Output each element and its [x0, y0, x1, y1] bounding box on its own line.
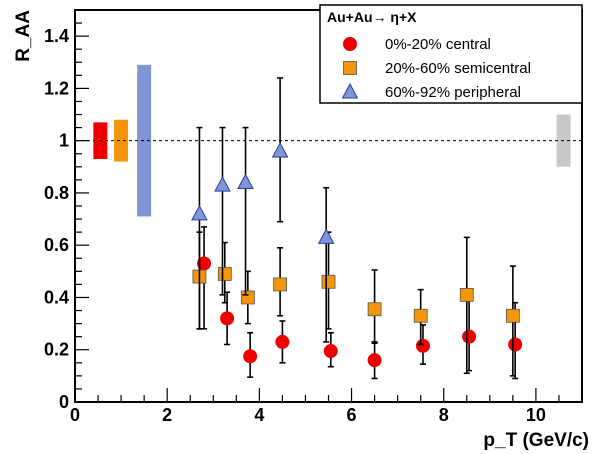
legend-label-20-60-semicentral: 20%-60% semicentral — [385, 60, 531, 77]
legend-marker-0-20-central — [343, 37, 357, 51]
x-tick-label: 4 — [254, 405, 264, 425]
series-20-60-semicentral — [192, 231, 520, 377]
x-tick-label: 10 — [526, 405, 546, 425]
y-tick-label: 0.8 — [44, 183, 69, 203]
0-20-central-point — [323, 344, 338, 359]
20-60-semicentral-point — [367, 302, 382, 317]
y-tick-label: 0.4 — [44, 287, 69, 307]
normalization-box-2 — [114, 119, 129, 162]
legend-box — [319, 4, 583, 104]
0-20-central-point — [462, 329, 477, 344]
20-60-semicentral-point — [217, 267, 232, 281]
y-axis-title: R_AA — [13, 10, 34, 62]
legend-title: Au+Au→ η+X — [327, 9, 417, 25]
y-tick-label: 0.6 — [44, 235, 69, 255]
60-92-peripheral-point — [237, 173, 254, 189]
20-60-semicentral-point — [273, 277, 288, 292]
20-60-semicentral-point — [459, 287, 474, 302]
0-20-central-point — [508, 337, 523, 352]
data-series — [191, 77, 523, 380]
legend-entries: 0%-20% central 20%-60% semicentral 60%-92%… — [341, 36, 531, 101]
60-92-peripheral-point — [317, 228, 335, 244]
series-60-92-peripheral — [191, 77, 335, 343]
0-20-central-point — [243, 349, 258, 364]
series-0-20-central — [197, 226, 523, 380]
axes: 0 0.2 0.4 0.6 0.8 1 1.2 1.4 0 2 4 6 8 10 — [44, 9, 583, 425]
x-tick-label: 6 — [347, 405, 357, 425]
60-92-peripheral-point — [214, 176, 231, 192]
y-tick-label: 0 — [59, 392, 69, 412]
0-20-central-point — [275, 334, 290, 349]
x-tick-label: 2 — [162, 405, 172, 425]
20-60-semicentral-point — [413, 308, 428, 323]
legend-marker-60-92-peripheral — [341, 82, 359, 99]
y-tick-label: 1 — [59, 131, 69, 151]
normalization-box-3 — [137, 64, 152, 217]
0-20-central-point — [220, 311, 235, 326]
0-20-central-point — [415, 338, 430, 353]
20-60-semicentral-point — [321, 274, 336, 289]
legend-marker-20-60-semicentral — [343, 61, 357, 75]
0-20-central-point — [367, 353, 382, 368]
legend: Au+Au→ η+X 0%-20% central 20%-60% semicen… — [319, 4, 583, 104]
x-tick-label: 8 — [439, 405, 449, 425]
20-60-semicentral-point — [505, 308, 520, 323]
20-60-semicentral-point — [240, 290, 255, 305]
y-tick-label: 0.2 — [44, 340, 69, 360]
x-tick-label: 0 — [70, 405, 80, 425]
60-92-peripheral-point — [191, 204, 208, 221]
legend-label-0-20-central: 0%-20% central — [385, 36, 491, 53]
y-tick-label: 1.2 — [44, 78, 69, 98]
legend-label-60-92-peripheral: 60%-92% peripheral — [385, 84, 521, 101]
60-92-peripheral-point — [271, 142, 289, 158]
y-tick-label: 1.4 — [44, 26, 69, 46]
x-axis-title: p_T (GeV/c) — [483, 430, 589, 451]
0-20-central-point — [197, 256, 212, 271]
